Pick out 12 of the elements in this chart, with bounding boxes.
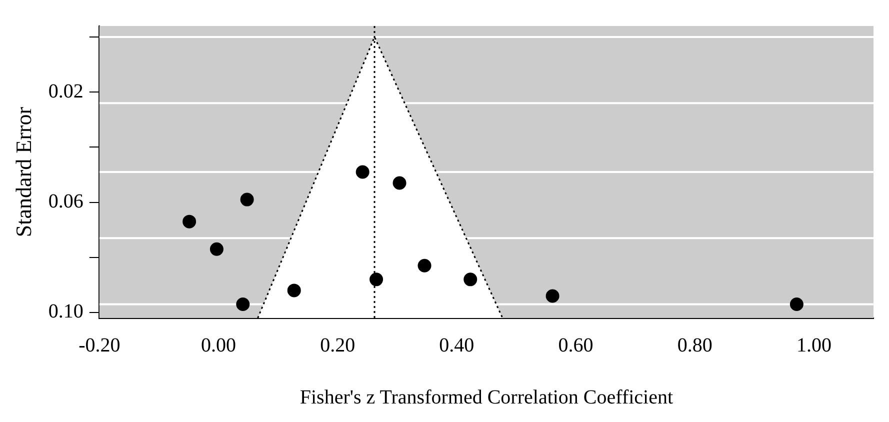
y-tick-label: 0.06 (48, 190, 84, 213)
x-axis-title: Fisher's z Transformed Correlation Coefficient (300, 386, 674, 408)
x-tick-label: 0.80 (677, 334, 712, 356)
x-tick-label: 0.20 (320, 334, 356, 356)
x-tick-label: -0.20 (78, 334, 120, 356)
y-tick-label: 0.02 (48, 80, 84, 102)
x-tick-label: 1.00 (796, 334, 832, 356)
x-tick-label: 0.40 (439, 334, 474, 356)
y-tick-label: 0.10 (48, 300, 84, 323)
y-axis-title: Standard Error (10, 106, 36, 238)
x-tick-label: 0.00 (200, 334, 236, 356)
x-tick-label: 0.60 (558, 334, 594, 356)
